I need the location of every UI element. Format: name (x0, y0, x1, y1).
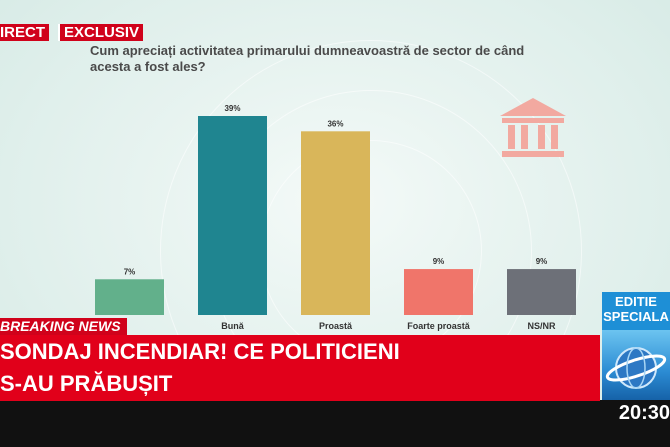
bottom-bar (0, 400, 670, 447)
bar-value-label: 9% (433, 257, 445, 266)
bar-4 (404, 269, 473, 315)
globe-icon (602, 330, 670, 400)
bank-icon (500, 98, 566, 157)
background-ring (160, 40, 582, 447)
bar-value-label: 7% (124, 267, 136, 276)
category-label: Proastă (319, 321, 353, 331)
special-edition-badge: EDITIE SPECIALA (602, 292, 670, 330)
breaking-news-label: BREAKING NEWS (0, 318, 127, 335)
bar-value-label: 9% (536, 257, 548, 266)
category-label: Foarte proastă (407, 321, 471, 331)
edition-line-1: EDITIE (615, 294, 657, 309)
bar-value-label: 39% (224, 104, 240, 113)
bar-value-label: 36% (327, 119, 343, 128)
headline-line-2: S-AU PRĂBUȘIT (0, 369, 173, 399)
exclusive-tag: EXCLUSIV (58, 24, 144, 41)
category-label: NS/NR (527, 321, 556, 331)
chart-question: Cum apreciați activitatea primarului dum… (90, 43, 525, 74)
direct-tag: IRECT (0, 24, 49, 41)
bar-2 (198, 116, 267, 315)
category-label: Bună (221, 321, 244, 331)
bar-3 (301, 131, 370, 315)
bar-5 (507, 269, 576, 315)
bar-1 (95, 279, 164, 315)
clock: 20:30 (604, 401, 670, 425)
headline-line-1: SONDAJ INCENDIAR! CE POLITICIENI (0, 337, 400, 367)
edition-line-2: SPECIALA (603, 309, 669, 324)
